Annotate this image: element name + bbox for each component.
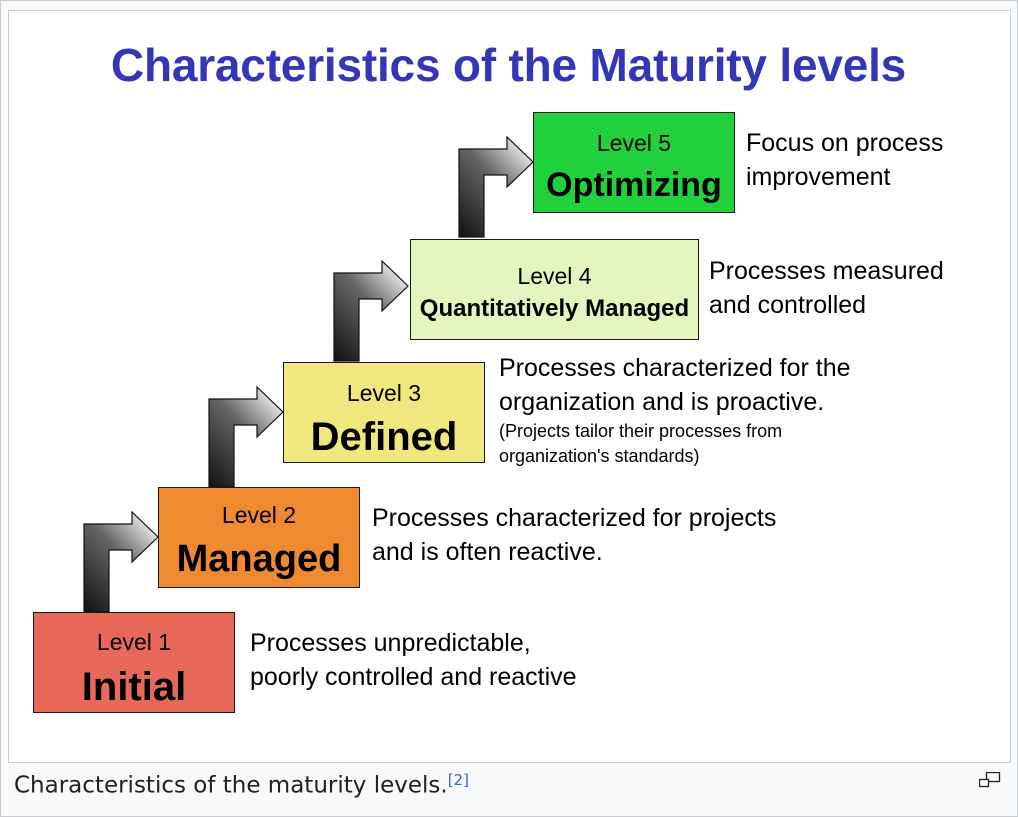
magnify-icon[interactable] <box>979 772 1001 788</box>
level-4-box: Level 4 Quantitatively Managed <box>410 239 699 340</box>
description-line: and is often reactive. <box>372 538 603 566</box>
description-line: poorly controlled and reactive <box>250 663 577 691</box>
caption-text: Characteristics of the maturity levels. <box>14 772 448 799</box>
level-name: Defined <box>310 415 458 459</box>
description-line: improvement <box>746 163 891 191</box>
reference-link[interactable]: [2] <box>447 771 469 789</box>
step-arrow-icon <box>458 135 534 238</box>
level-number: Level 4 <box>517 263 592 289</box>
level-3-description: Processes characterized for the organiza… <box>499 351 851 469</box>
level-name: Optimizing <box>546 166 722 204</box>
level-5-description: Focus on process improvement <box>746 126 943 194</box>
level-number: Level 5 <box>596 130 672 156</box>
level-5-box: Level 5 Optimizing <box>533 112 735 213</box>
figure-caption: Characteristics of the maturity levels.[… <box>14 770 469 799</box>
level-3-box: Level 3 Defined <box>283 362 485 463</box>
description-line: Processes unpredictable, <box>250 629 531 657</box>
level-name: Initial <box>81 665 187 709</box>
step-arrow-icon <box>333 259 409 362</box>
level-2-description: Processes characterized for projects and… <box>372 501 776 569</box>
level-2-box: Level 2 Managed <box>158 487 360 588</box>
description-line: Processes characterized for projects <box>372 504 777 532</box>
description-line: Processes characterized for the <box>499 354 851 382</box>
level-4-description: Processes measured and controlled <box>709 254 944 322</box>
step-arrow-icon <box>83 510 159 613</box>
description-line: Focus on process <box>746 129 944 157</box>
level-name: Managed <box>176 538 342 580</box>
description-note: organization's standards) <box>499 446 700 466</box>
level-1-box: Level 1 Initial <box>33 612 235 713</box>
description-line: organization and is proactive. <box>499 388 825 416</box>
description-line: and controlled <box>709 291 867 319</box>
level-name: Quantitatively Managed <box>419 295 690 322</box>
diagram-title: Characteristics of the Maturity levels <box>110 39 907 91</box>
level-number: Level 3 <box>346 380 422 406</box>
level-number: Level 1 <box>96 629 172 655</box>
step-arrow-icon <box>208 385 284 488</box>
description-line: Processes measured <box>709 257 944 285</box>
level-number: Level 2 <box>221 502 297 528</box>
description-note: (Projects tailor their processes from <box>499 421 783 441</box>
level-1-description: Processes unpredictable, poorly controll… <box>250 626 577 694</box>
